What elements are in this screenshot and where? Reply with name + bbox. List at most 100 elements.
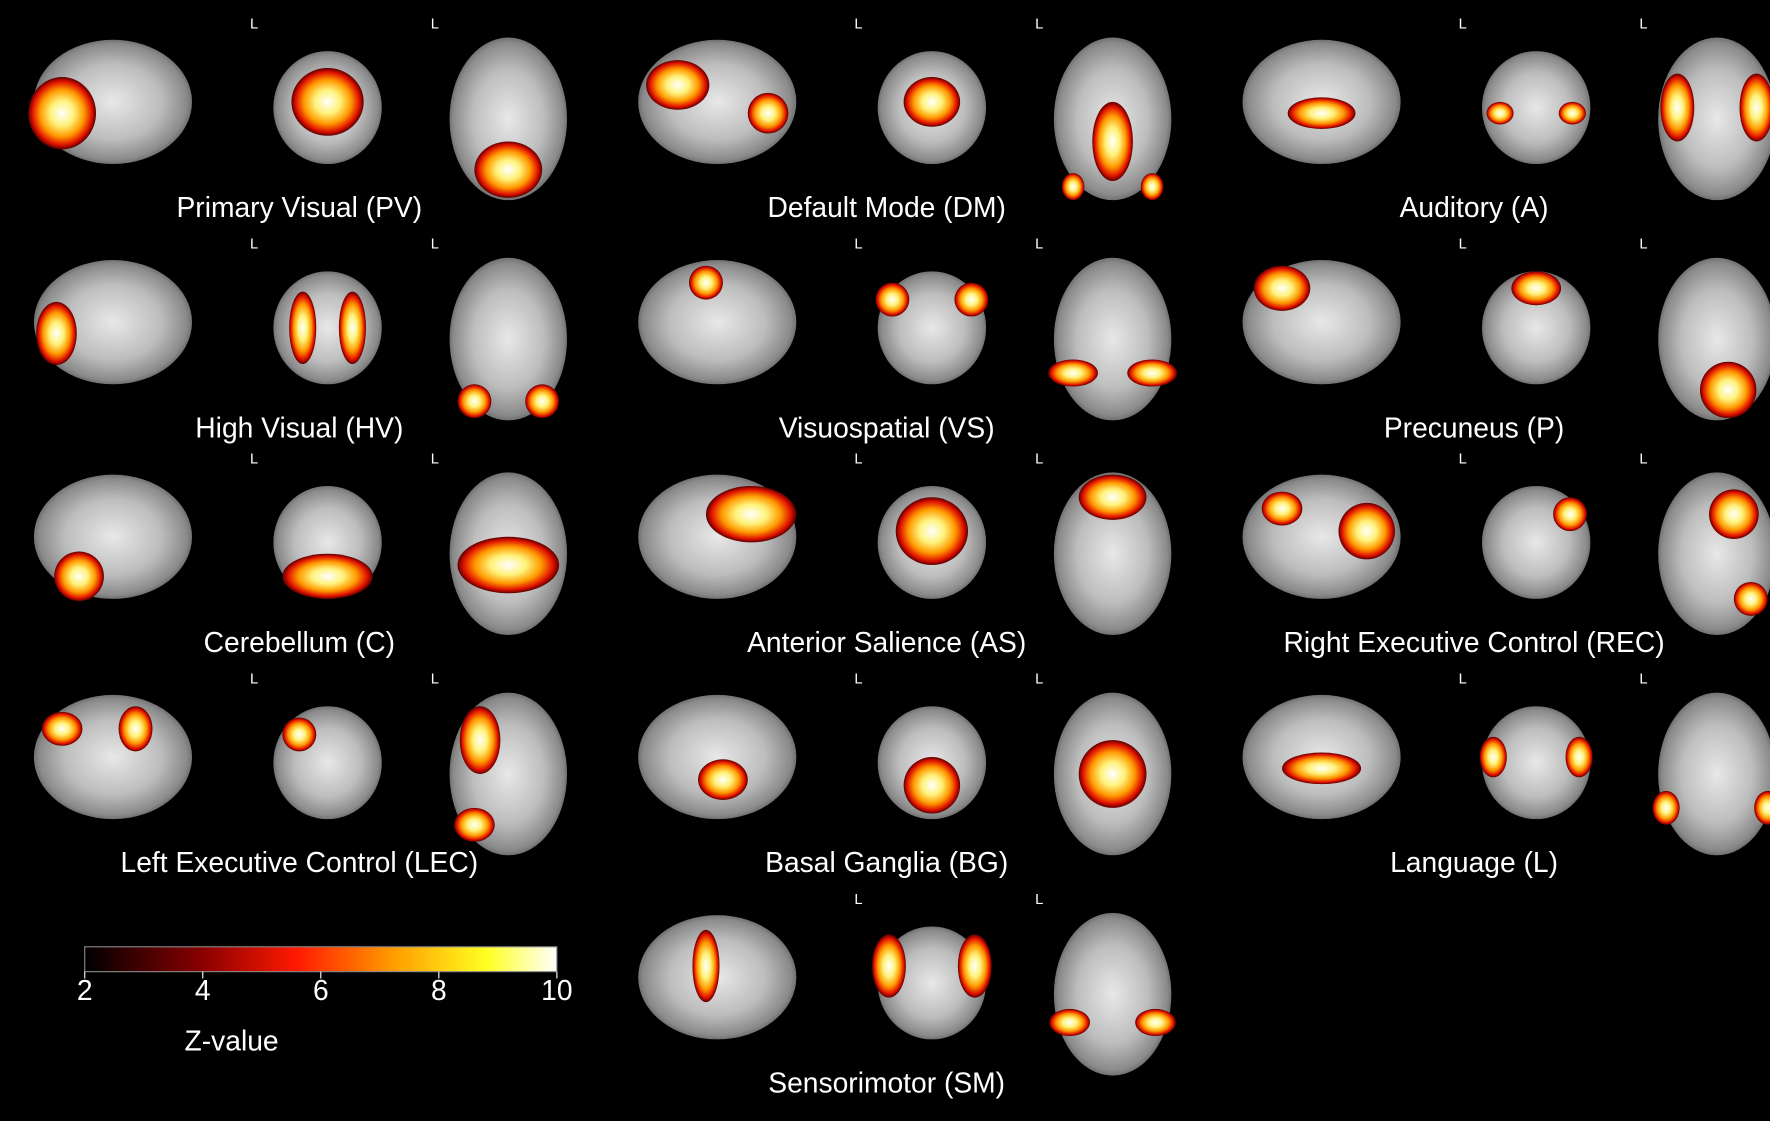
orientation-marker: L: [431, 16, 439, 32]
colorbar-tick-label: 8: [431, 974, 447, 1006]
network-label: Auditory (A): [1400, 191, 1549, 223]
network-panel: L L Auditory (A): [1242, 16, 1770, 223]
colorbar-tick-label: 4: [195, 974, 211, 1006]
activation-blob: [1127, 359, 1177, 387]
network-label: Language (L): [1390, 846, 1558, 878]
activation-blob: [474, 141, 543, 198]
network-label: Visuospatial (VS): [779, 411, 995, 443]
activation-blob: [872, 934, 906, 998]
activation-blob: [698, 759, 748, 800]
activation-blob: [282, 553, 373, 599]
network-label: High Visual (HV): [195, 411, 403, 443]
network-panel: L L Right Executive Control (REC): [1242, 451, 1770, 658]
orientation-marker: L: [854, 451, 862, 467]
activation-blob: [1479, 736, 1507, 778]
activation-blob: [1078, 474, 1147, 520]
activation-blob: [459, 706, 501, 774]
network-panel: L L Precuneus (P): [1242, 237, 1770, 443]
network-label: Anterior Salience (AS): [747, 626, 1026, 658]
orientation-marker: L: [1035, 451, 1043, 467]
orientation-marker: L: [250, 16, 258, 32]
orientation-marker: L: [250, 237, 258, 253]
activation-blob: [1338, 502, 1395, 560]
network-label: Sensorimotor (SM): [768, 1067, 1005, 1099]
activation-blob: [903, 77, 961, 127]
brain-slice: [1658, 692, 1770, 856]
network-label: Right Executive Control (REC): [1284, 626, 1665, 658]
orientation-marker: L: [250, 451, 258, 467]
activation-blob: [1709, 489, 1759, 540]
activation-blob: [525, 384, 560, 419]
activation-blob: [54, 551, 104, 602]
orientation-marker: L: [854, 16, 862, 32]
network-label: Precuneus (P): [1384, 411, 1564, 443]
brain-slice: [1481, 51, 1591, 165]
brain-slice: [638, 694, 797, 820]
orientation-marker: L: [431, 672, 439, 688]
activation-blob: [954, 282, 989, 317]
orientation-marker: L: [1035, 892, 1043, 908]
brain-slice: [33, 260, 193, 385]
colorbar-label: Z-value: [185, 1025, 279, 1057]
network-label: Left Executive Control (LEC): [121, 846, 479, 878]
orientation-marker: L: [1459, 16, 1467, 32]
colorbar-gradient: [84, 946, 558, 973]
activation-blob: [118, 706, 153, 752]
activation-blob: [646, 60, 710, 110]
orientation-marker: L: [854, 672, 862, 688]
activation-blob: [1287, 97, 1356, 130]
network-label: Cerebellum (C): [204, 626, 395, 658]
network-panel: L L Basal Ganglia (BG): [638, 672, 1172, 878]
activation-blob: [903, 757, 961, 814]
orientation-marker: L: [1639, 672, 1647, 688]
orientation-marker: L: [1459, 237, 1467, 253]
orientation-marker: L: [1639, 16, 1647, 32]
activation-blob: [875, 282, 910, 317]
activation-blob: [28, 77, 97, 150]
activation-blob: [1253, 265, 1311, 311]
network-label: Default Mode (DM): [768, 191, 1006, 223]
orientation-marker: L: [431, 451, 439, 467]
brain-slice: [1481, 271, 1591, 385]
brain-slice: [638, 260, 797, 385]
brain-slice: [1481, 706, 1591, 820]
activation-blob: [1135, 1008, 1176, 1037]
activation-blob: [1652, 790, 1680, 825]
network-label: Basal Ganglia (BG): [765, 846, 1008, 878]
brain-slice: [449, 257, 568, 421]
orientation-marker: L: [1459, 451, 1467, 467]
activation-blob: [1558, 101, 1586, 125]
colorbar: Z-value 2 4 6 8 10: [77, 946, 573, 1057]
activation-blob: [457, 536, 560, 594]
activation-blob: [1092, 101, 1133, 181]
orientation-marker: L: [854, 237, 862, 253]
colorbar-tick-label: 10: [541, 974, 572, 1006]
activation-blob: [747, 92, 789, 134]
activation-blob: [1660, 73, 1695, 142]
activation-blob: [895, 497, 969, 566]
orientation-marker: L: [1035, 672, 1043, 688]
orientation-marker: L: [1639, 237, 1647, 253]
activation-blob: [1049, 1008, 1091, 1037]
activation-blob: [1553, 497, 1588, 532]
activation-blob: [289, 291, 317, 364]
activation-blob: [282, 717, 317, 752]
activation-blob: [689, 265, 723, 300]
orientation-marker: L: [431, 237, 439, 253]
network-label: Primary Visual (PV): [176, 191, 422, 223]
activation-blob: [457, 384, 492, 419]
colorbar-tick-label: 2: [77, 974, 93, 1006]
activation-blob: [1565, 736, 1593, 778]
activation-blob: [1061, 173, 1085, 201]
network-panel: L L High Visual (HV): [33, 237, 568, 443]
activation-blob: [1140, 173, 1164, 201]
activation-blob: [1261, 491, 1303, 526]
orientation-marker: L: [854, 892, 862, 908]
activation-blob: [1078, 740, 1147, 808]
orientation-marker: L: [1035, 16, 1043, 32]
activation-blob: [1733, 581, 1768, 616]
orientation-marker: L: [1639, 451, 1647, 467]
brain-slice: [1053, 912, 1172, 1076]
activation-blob: [1739, 73, 1770, 142]
